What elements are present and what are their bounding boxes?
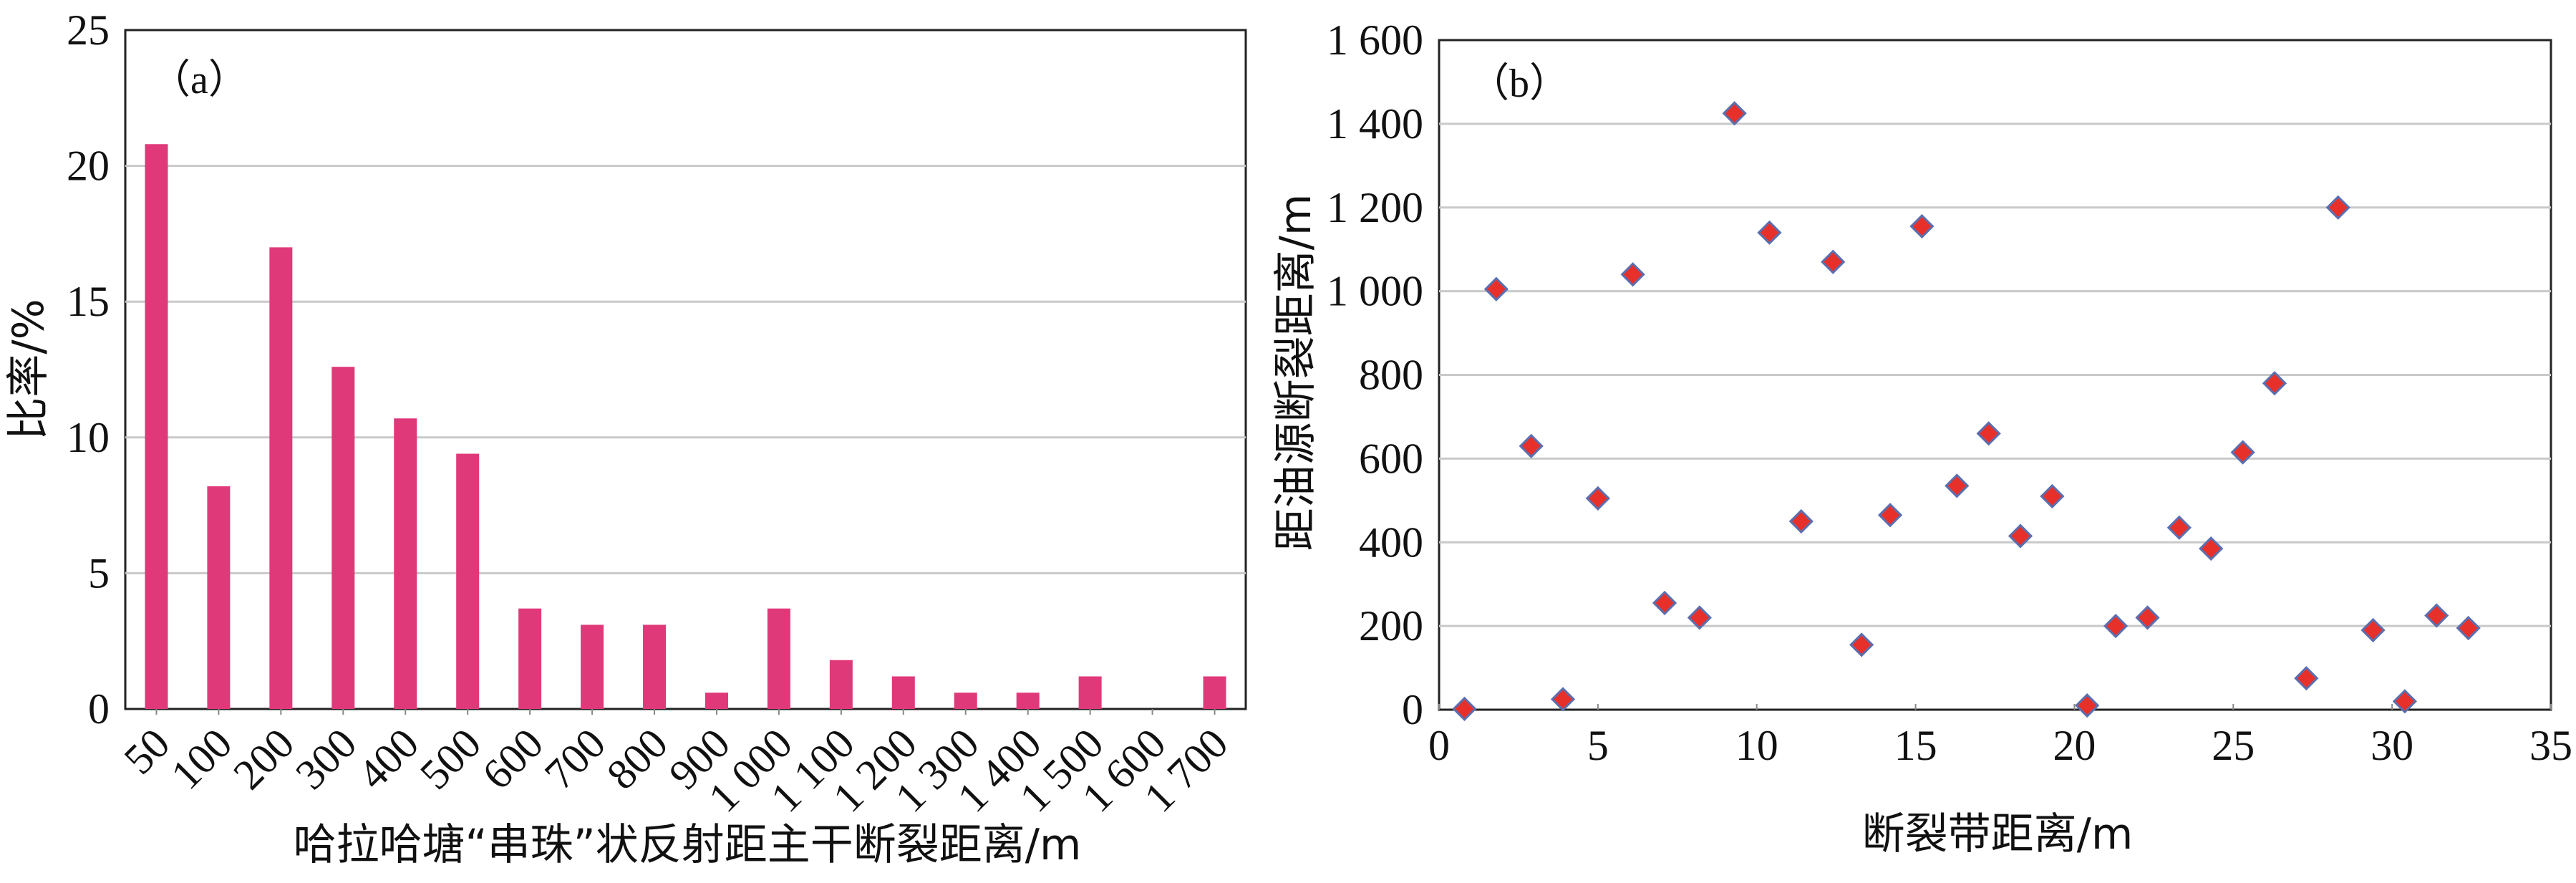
panel-a-bar: [331, 367, 355, 709]
panel-b-data-point: [1620, 262, 1645, 287]
panel-b-data-point: [2008, 523, 2033, 549]
panel-b-y-tick-label: 1 000: [1327, 268, 1423, 315]
panel-a-x-tick-label: 700: [536, 720, 614, 798]
panel-a-bar: [518, 608, 542, 709]
panel-b-data-point: [1585, 486, 1610, 511]
panel-b-data-point: [2424, 603, 2449, 628]
panel-a-y-axis-label: 比率/%: [4, 299, 54, 440]
panel-a-bar: [829, 660, 853, 709]
panel-b-data-point: [2360, 617, 2386, 643]
panel-a-bar: [456, 453, 480, 709]
panel-b-data-point: [1652, 590, 1677, 616]
panel-b-x-tick-label: 25: [2212, 722, 2255, 769]
panel-a-plot-area: [124, 29, 1247, 710]
panel-a-x-tick-label: 500: [411, 720, 490, 798]
panel-b-data-point: [2166, 515, 2192, 540]
panel-a-bar: [269, 247, 293, 709]
panel-b-data-point: [1945, 473, 1970, 498]
panel-a-y-tick-label: 0: [88, 685, 110, 733]
panel-a-y-tick-label: 25: [67, 6, 110, 54]
panel-a-x-tick-label: 400: [349, 720, 427, 798]
panel-b-x-axis-label: 断裂带距离/m: [1862, 809, 2134, 859]
panel-b: 0 200 400 600 800 1 000 1 200 1 400 1 600 0 5 10 15…: [1271, 16, 2572, 859]
panel-b-data-point: [2075, 693, 2100, 718]
panel-b-y-tick-label: 0: [1402, 686, 1423, 733]
panel-a-y-tick-label: 5: [88, 549, 110, 597]
panel-b-data-point: [1788, 508, 1814, 534]
panel-b-y-axis-label: 距油源断裂距离/m: [1271, 194, 1321, 551]
panel-b-data-point: [1550, 687, 1576, 712]
panel-b-x-tick-label: 30: [2371, 722, 2413, 769]
panel-b-x-tick-label: 0: [1428, 722, 1450, 769]
panel-b-data-point: [1976, 421, 2001, 446]
panel-a-label: （a）: [150, 58, 248, 102]
panel-b-y-tick-label: 400: [1359, 518, 1423, 566]
panel-b-data-point: [2135, 605, 2160, 630]
panel-a-y-tick-label: 10: [67, 414, 110, 461]
panel-b-y-tick-label: 600: [1359, 435, 1423, 482]
panel-b-data-point: [2325, 195, 2350, 220]
panel-a-x-tick-label: 200: [224, 720, 303, 798]
panel-a-y-ticks: 0 5 10 15 20 25: [67, 6, 110, 733]
panel-b-data-point: [1821, 249, 1846, 274]
panel-a-bar: [1078, 676, 1102, 709]
panel-b-data-point: [2262, 371, 2287, 396]
panel-b-data-point: [2199, 536, 2224, 561]
panel-a-y-tick-label: 15: [67, 278, 110, 325]
panel-b-gridlines: [1439, 122, 2551, 627]
panel-a-bar: [704, 693, 728, 709]
panel-b-y-tick-label: 200: [1359, 602, 1423, 650]
panel-a-bar: [1203, 676, 1226, 709]
panel-b-x-tick-label: 5: [1587, 722, 1609, 769]
panel-b-data-point: [2230, 440, 2255, 465]
panel-b-label: （b）: [1469, 62, 1569, 106]
panel-a-gridlines: [125, 165, 1246, 574]
panel-b-data-point: [1877, 503, 1903, 528]
panel-a-x-tick-label: 100: [162, 720, 241, 798]
panel-a-bar: [643, 624, 667, 709]
panel-a-bar: [394, 418, 417, 709]
panel-a-bar: [581, 624, 604, 709]
panel-b-x-ticks: 0 5 10 15 20 25 30 35: [1428, 704, 2572, 769]
panel-b-data-point: [1452, 696, 1477, 721]
panel-a-x-tick-label: 50: [115, 720, 179, 783]
panel-b-data-point: [2040, 483, 2065, 509]
panel-b-data-point: [1757, 220, 1782, 245]
panel-b-x-tick-label: 20: [2053, 722, 2096, 769]
panel-b-data-point: [1483, 276, 1509, 301]
panel-a-x-tick-label: 300: [286, 720, 365, 798]
panel-b-y-tick-label: 1 200: [1327, 184, 1423, 231]
panel-b-data-point: [1849, 632, 1874, 657]
panel-a-bars: [145, 144, 1226, 710]
panel-a-bar: [145, 144, 168, 710]
panel-b-data-point: [1909, 213, 1935, 239]
panel-b-y-tick-label: 1 400: [1327, 100, 1423, 148]
panel-b-points: [1452, 101, 2481, 721]
panel-b-data-point: [2392, 689, 2418, 714]
panel-a-x-axis-label: 哈拉哈塘“串珠”状反射距主干断裂距离/m: [294, 820, 1082, 870]
panel-b-y-tick-label: 800: [1359, 352, 1423, 399]
panel-b-data-point: [1687, 605, 1712, 630]
panel-a-bar: [767, 608, 790, 709]
panel-b-x-tick-label: 35: [2529, 722, 2572, 769]
panel-a-bar: [207, 486, 231, 709]
panel-b-x-tick-label: 10: [1735, 722, 1778, 769]
panel-a-x-tick-label: 800: [598, 720, 677, 798]
panel-a-bar: [1016, 693, 1040, 709]
panel-a-y-tick-label: 20: [67, 143, 110, 190]
panel-b-x-tick-label: 15: [1894, 722, 1937, 769]
panel-b-data-point: [2456, 615, 2481, 641]
panel-a-bar: [891, 676, 915, 709]
panel-a-x-tick-label: 600: [473, 720, 552, 798]
panel-a-bar: [954, 693, 977, 709]
panel-b-data-point: [2103, 614, 2129, 639]
panel-b-y-tick-label: 1 600: [1327, 16, 1423, 64]
panel-b-data-point: [1722, 101, 1747, 126]
panel-b-data-point: [1519, 433, 1544, 458]
panel-b-data-point: [2294, 666, 2319, 691]
panel-b-y-ticks: 0 200 400 600 800 1 000 1 200 1 400 1 600: [1327, 16, 1423, 733]
